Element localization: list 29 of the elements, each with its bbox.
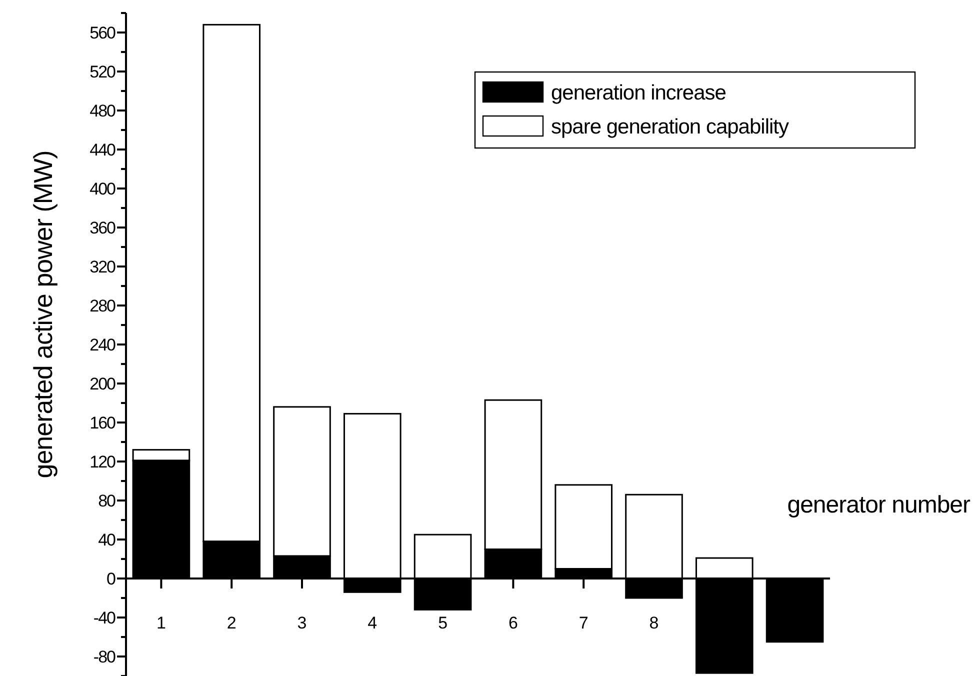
x-tick-label: 2 bbox=[226, 614, 236, 632]
y-tick-label: 320 bbox=[90, 257, 116, 276]
x-tick-label: 6 bbox=[508, 614, 518, 632]
y-axis-title: generated active power (MW) bbox=[28, 150, 58, 478]
y-tick-label: 560 bbox=[90, 23, 116, 42]
y-tick-label: 240 bbox=[90, 335, 116, 354]
y-tick-label: 40 bbox=[98, 530, 116, 550]
x-tick-label: 8 bbox=[649, 614, 659, 632]
y-tick-label: 120 bbox=[90, 452, 116, 472]
x-tick-label: 1 bbox=[156, 614, 166, 632]
y-tick-label: 0 bbox=[106, 569, 116, 588]
y-tick-label: 360 bbox=[90, 218, 116, 238]
legend-label: spare generation capability bbox=[551, 115, 790, 138]
x-tick-label: 4 bbox=[368, 614, 378, 632]
y-tick-label: 160 bbox=[90, 413, 116, 432]
x-tick-label: 5 bbox=[438, 614, 448, 632]
y-tick-label: 520 bbox=[90, 62, 116, 82]
legend-label: generation increase bbox=[551, 81, 726, 104]
y-tick-label: 200 bbox=[90, 374, 116, 394]
y-tick-label: 480 bbox=[90, 101, 116, 120]
x-axis-title: generator number bbox=[787, 492, 971, 518]
x-tick-label: 3 bbox=[297, 614, 307, 632]
y-tick-label: 400 bbox=[90, 179, 116, 198]
y-tick-label: -40 bbox=[93, 608, 116, 628]
y-tick-label: -80 bbox=[93, 647, 116, 666]
y-tick-label: 280 bbox=[90, 296, 116, 316]
x-tick-label: 7 bbox=[578, 614, 588, 632]
y-tick-label: 440 bbox=[90, 140, 116, 160]
y-tick-label: 80 bbox=[98, 491, 116, 510]
